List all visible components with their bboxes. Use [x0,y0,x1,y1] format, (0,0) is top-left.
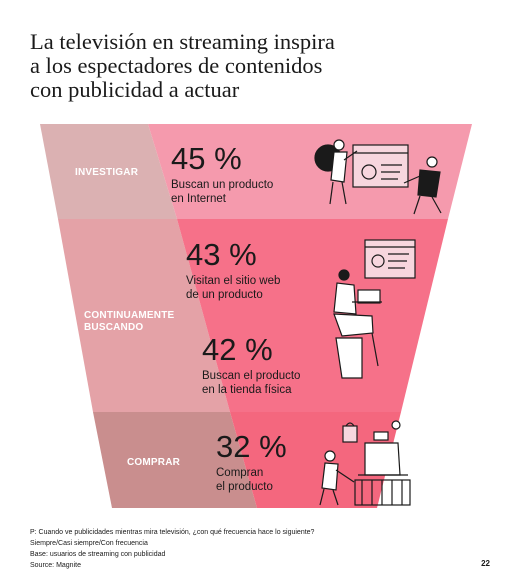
stat-sitio-web: 43 % Visitan el sitio web de un producto [186,239,280,302]
stage-comprar-left [93,412,257,508]
stage-investigar-left [40,124,177,219]
shopping-cart-illustration [319,420,411,506]
footnote-line: P: Cuando ve publicidades mientras mira … [30,529,315,536]
stage-label-line: INVESTIGAR [75,167,139,178]
stat-desc-line: Compran [216,467,264,479]
stat-value: 32 % [216,429,287,464]
shopping-bag-icon [342,425,358,443]
stat-desc-line: en la tienda física [202,384,292,396]
stat-desc-line: Buscan el producto [202,370,301,382]
footnote: P: Cuando ve publicidades mientras mira … [30,527,314,571]
person-with-laptop-illustration [333,269,382,379]
stage-label-investigar: INVESTIGAR [75,167,138,179]
stage-label-comprar: COMPRAR [127,457,180,469]
stage-label-line: COMPRAR [127,457,181,468]
stat-comprar: 32 % Compran el producto [216,431,287,494]
person-at-board-illustration [314,139,442,215]
title-line-3: con publicidad a actuar [30,77,240,102]
title-line-2: a los espectadores de contenidos [30,53,323,78]
stat-value: 42 % [202,332,273,367]
stage-label-line: CONTINUAMENTE [84,310,175,321]
stat-desc-line: Buscan un producto [171,179,274,191]
stage-continuamente-left [58,219,230,412]
stat-tienda-fisica: 42 % Buscan el producto en la tienda fís… [202,334,300,397]
stat-value: 45 % [171,141,242,176]
stat-description: Buscan un producto en Internet [171,178,273,206]
stat-investigar: 45 % Buscan un producto en Internet [171,143,273,206]
stat-value: 43 % [186,237,257,272]
stat-description: Buscan el producto en la tienda física [202,369,300,397]
stat-desc-line: de un producto [186,289,263,301]
footnote-line: Siempre/Casi siempre/Con frecuencia [30,540,148,547]
stage-comprar-right [230,412,401,508]
stat-desc-line: el producto [216,481,273,493]
footnote-line: Source: Magnite [30,562,81,569]
page-title: La televisión en streaming inspira a los… [30,30,470,102]
footnote-line: Base: usuarios de streaming con publicid… [30,551,166,558]
stage-label-continuamente: CONTINUAMENTE BUSCANDO [84,310,174,334]
stat-description: Visitan el sitio web de un producto [186,274,280,302]
title-line-1: La televisión en streaming inspira [30,29,335,54]
browser-window-illustration [364,239,416,279]
page-number: 22 [481,559,490,568]
stat-desc-line: Visitan el sitio web [186,275,281,287]
stat-description: Compran el producto [216,466,287,494]
stat-desc-line: en Internet [171,193,226,205]
stage-label-line: BUSCANDO [84,322,144,333]
